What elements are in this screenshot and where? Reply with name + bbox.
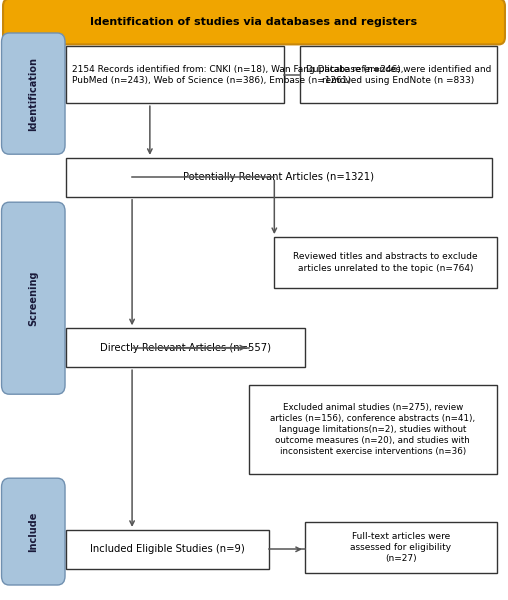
Text: Full-text articles were
assessed for eligibility
(n=27): Full-text articles were assessed for eli… xyxy=(350,532,452,563)
FancyBboxPatch shape xyxy=(300,46,497,103)
FancyBboxPatch shape xyxy=(3,0,505,44)
Text: Excluded animal studies (n=275), review
articles (n=156), conference abstracts (: Excluded animal studies (n=275), review … xyxy=(270,403,475,456)
Text: 2154 Records identified from: CNKI (n=18), Wan Fang Database (n=246),
PubMed (n=: 2154 Records identified from: CNKI (n=18… xyxy=(72,65,404,85)
FancyBboxPatch shape xyxy=(249,385,497,474)
FancyBboxPatch shape xyxy=(2,478,65,585)
Text: Identification of studies via databases and registers: Identification of studies via databases … xyxy=(90,17,418,26)
Text: Screening: Screening xyxy=(28,271,38,326)
FancyBboxPatch shape xyxy=(305,522,497,573)
Text: Include: Include xyxy=(28,511,38,552)
FancyBboxPatch shape xyxy=(66,328,305,367)
Text: Directly Relevant Articles (n=557): Directly Relevant Articles (n=557) xyxy=(100,343,271,353)
FancyBboxPatch shape xyxy=(66,530,269,569)
FancyBboxPatch shape xyxy=(66,46,284,103)
FancyBboxPatch shape xyxy=(2,202,65,394)
FancyBboxPatch shape xyxy=(66,158,492,197)
Text: Identification: Identification xyxy=(28,56,38,131)
Text: Duplicate references were identified and
removed using EndNote (n =833): Duplicate references were identified and… xyxy=(306,65,491,85)
FancyBboxPatch shape xyxy=(2,33,65,154)
FancyBboxPatch shape xyxy=(274,237,497,288)
Text: Potentially Relevant Articles (n=1321): Potentially Relevant Articles (n=1321) xyxy=(183,172,374,182)
Text: Reviewed titles and abstracts to exclude
articles unrelated to the topic (n=764): Reviewed titles and abstracts to exclude… xyxy=(293,253,478,272)
Text: Included Eligible Studies (n=9): Included Eligible Studies (n=9) xyxy=(90,544,245,554)
